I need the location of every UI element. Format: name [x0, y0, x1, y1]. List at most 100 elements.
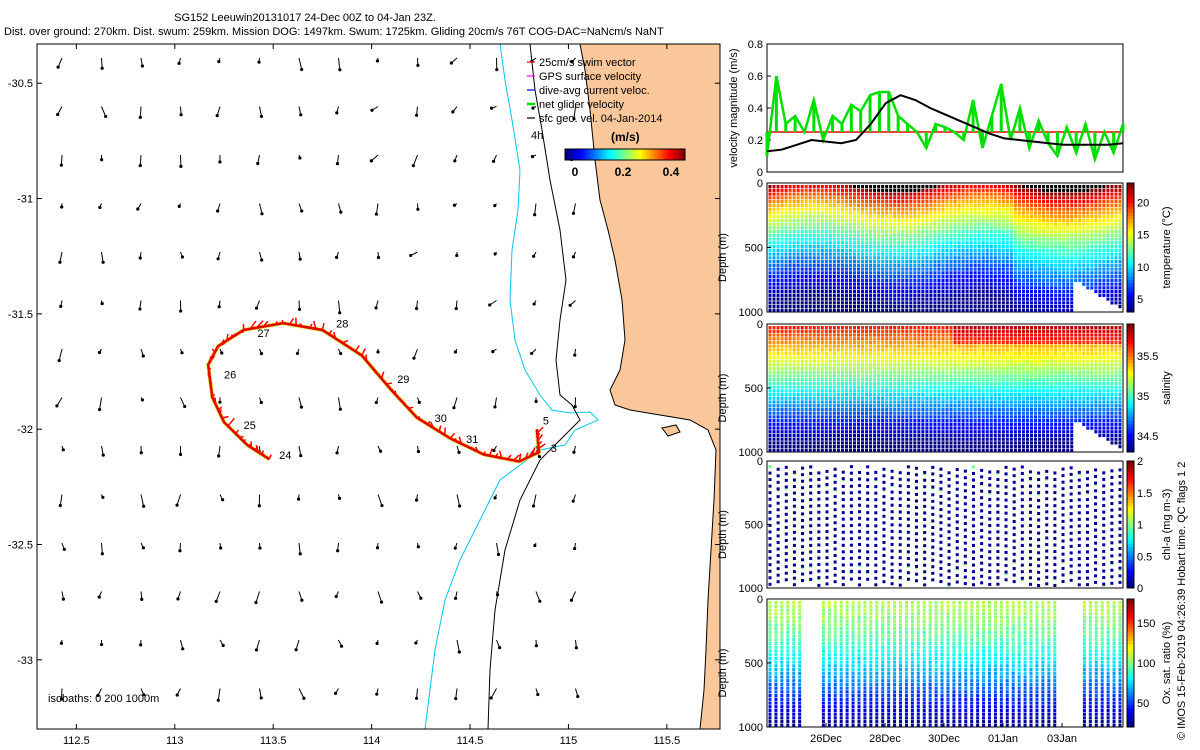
profile-sample [816, 293, 820, 297]
profile-sample [780, 271, 784, 275]
profile-sample [893, 407, 897, 412]
profile-sample [772, 286, 776, 290]
profile-sample [953, 248, 957, 252]
profile-sample [780, 282, 784, 286]
profile-sample [816, 271, 820, 275]
profile-sample [1001, 293, 1005, 297]
profile-sample [905, 445, 909, 449]
profile-sample [865, 422, 869, 426]
profile-sample [840, 260, 844, 264]
profile-sample [820, 430, 824, 434]
colorbar-cell [571, 149, 574, 160]
profile-sample [933, 282, 937, 286]
profile-sample [1058, 233, 1062, 237]
profile-sample [857, 404, 861, 408]
profile-sample [889, 241, 893, 245]
profile-sample [804, 226, 808, 230]
profile-sample [1042, 207, 1046, 211]
profile-sample [788, 226, 792, 230]
profile-sample [784, 422, 788, 426]
profile-sample [945, 192, 949, 196]
profile-sample [893, 441, 897, 445]
profile-sample [1017, 222, 1021, 226]
profile-sample [985, 233, 989, 237]
profile-sample [897, 340, 901, 345]
profile-sample [804, 263, 808, 267]
profile-sample [792, 185, 796, 189]
profile-sample [1086, 196, 1090, 200]
panel-colorbar-cell [1127, 205, 1134, 210]
profile-sample [957, 305, 961, 309]
profile-sample [820, 211, 824, 215]
profile-sample [796, 333, 800, 337]
profile-sample [784, 278, 788, 282]
profile-sample [792, 252, 796, 256]
profile-sample [941, 192, 945, 196]
profile-sample [820, 260, 824, 264]
profile-sample [989, 207, 993, 211]
profile-sample [909, 378, 913, 382]
profile-sample [824, 305, 828, 309]
profile-sample [881, 433, 885, 438]
profile-sample [921, 233, 925, 237]
profile-sample [848, 374, 852, 378]
profile-sample [824, 290, 828, 294]
profile-sample [885, 301, 889, 305]
profile-sample [885, 400, 889, 404]
profile-sample [965, 196, 969, 200]
profile-sample [1086, 218, 1090, 222]
profile-sample [820, 222, 824, 226]
panel-colorbar-tick-label: 10 [1137, 262, 1149, 274]
profile-sample [1102, 267, 1106, 271]
profile-sample [961, 305, 965, 309]
velocity-arrow-head [60, 205, 64, 209]
profile-sample [776, 260, 780, 264]
profile-sample [865, 290, 869, 294]
profile-sample [1106, 203, 1110, 207]
profile-sample [1042, 252, 1046, 256]
profile-sample [1094, 233, 1098, 237]
profile-sample [776, 448, 780, 452]
profile-sample [857, 207, 861, 211]
profile-sample [836, 282, 840, 286]
profile-sample [881, 352, 885, 356]
profile-sample [820, 230, 824, 234]
profile-sample [812, 407, 816, 412]
profile-sample [1118, 267, 1122, 271]
profile-sample [792, 282, 796, 286]
profile-sample [1021, 188, 1025, 192]
profile-sample [1102, 185, 1106, 189]
profile-sample [877, 282, 881, 286]
profile-sample [889, 297, 893, 301]
profile-sample [1013, 290, 1017, 294]
profile-sample [792, 275, 796, 279]
profile-sample [1013, 222, 1017, 226]
profile-sample [816, 333, 820, 337]
profile-sample [977, 271, 981, 275]
profile-sample [861, 263, 865, 267]
profile-sample [1042, 282, 1046, 286]
profile-sample [1054, 305, 1058, 309]
profile-sample [889, 200, 893, 204]
profile-sample [1046, 207, 1050, 211]
profile-sample [901, 237, 905, 241]
profile-sample [897, 185, 901, 189]
profile-sample [945, 260, 949, 264]
swim-vector [235, 429, 240, 435]
profile-sample [989, 256, 993, 260]
colorbar-cell [609, 149, 612, 160]
velocity-arrow-head [217, 305, 221, 309]
profile-sample [1062, 252, 1066, 256]
profile-sample [1066, 278, 1070, 282]
profile-sample [985, 248, 989, 252]
profile-sample [1102, 226, 1106, 230]
profile-sample [1114, 215, 1118, 219]
profile-sample [832, 415, 836, 419]
profile-sample [957, 297, 961, 301]
colorbar-cell [567, 149, 570, 160]
profile-sample [873, 437, 877, 441]
profile-sample [917, 218, 921, 222]
profile-sample [985, 305, 989, 309]
profile-sample [977, 275, 981, 279]
profile-sample [977, 233, 981, 237]
